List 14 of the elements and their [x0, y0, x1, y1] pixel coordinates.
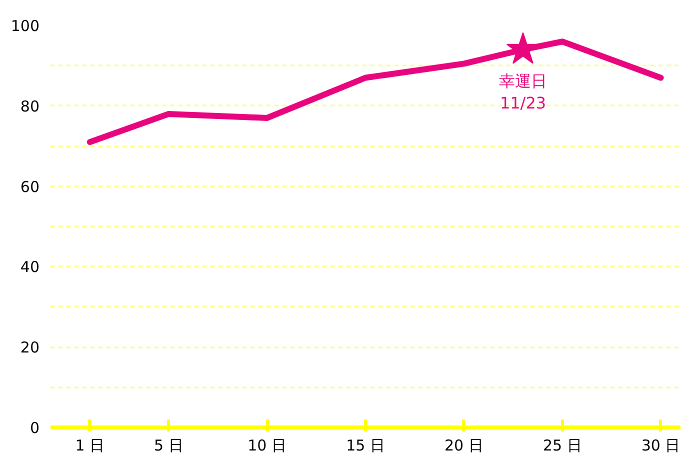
y-tick-label: 60	[20, 178, 40, 196]
x-tick-label: 1 日	[75, 436, 105, 454]
x-tick-label: 15 日	[346, 436, 385, 454]
x-tick-label: 30 日	[641, 436, 680, 454]
y-tick-label: 100	[10, 17, 40, 35]
x-tick-label: 25 日	[542, 436, 582, 454]
y-tick-label: 0	[30, 419, 40, 437]
y-tick-label: 20	[20, 338, 40, 357]
x-tick-label: 10 日	[248, 436, 286, 454]
x-tick-label: 20 日	[444, 436, 484, 454]
annotation: 幸運日 11/23	[499, 72, 547, 113]
y-tick-label: 40	[20, 258, 40, 276]
x-tick-label: 5 日	[154, 436, 184, 454]
y-tick-label: 80	[20, 97, 40, 116]
